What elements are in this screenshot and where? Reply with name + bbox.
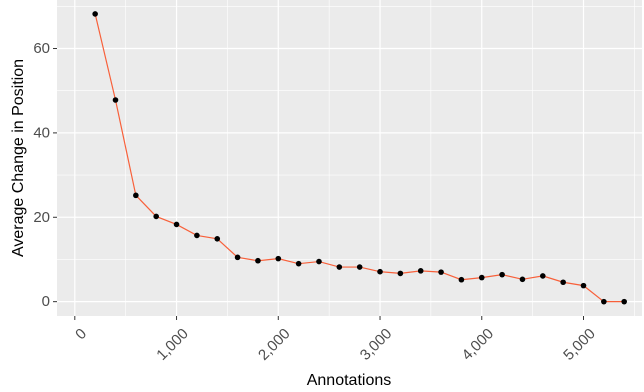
data-point (133, 192, 139, 199)
data-point (153, 213, 159, 220)
data-point (356, 264, 363, 270)
y-axis-title: Average Change in Position (10, 59, 27, 257)
data-point (92, 11, 98, 17)
data-point (295, 260, 302, 267)
data-point (173, 221, 180, 228)
x-tick-label: 5,000 (560, 325, 599, 364)
data-point (275, 255, 282, 262)
y-tick-label: 20 (33, 209, 50, 226)
x-tick-label: 1,000 (153, 325, 192, 364)
data-point (417, 268, 424, 274)
axis-ticks (53, 48, 584, 320)
data-point (458, 276, 465, 283)
x-tick-label: 4,000 (459, 325, 498, 364)
data-series (92, 11, 627, 305)
data-point (112, 97, 119, 103)
data-point (621, 298, 627, 305)
y-tick-label: 40 (33, 124, 50, 141)
x-axis-title: Annotations (307, 372, 392, 389)
data-point (255, 257, 261, 264)
data-point (601, 298, 607, 305)
data-point (438, 269, 444, 275)
x-tick-label: 2,000 (255, 325, 294, 364)
data-point (499, 271, 505, 278)
data-point (478, 274, 485, 281)
grid-lines (57, 0, 642, 316)
x-tick-label: 0 (72, 325, 90, 343)
y-tick-label: 0 (42, 293, 50, 310)
x-tick-label: 3,000 (357, 325, 396, 364)
data-point (540, 273, 546, 279)
data-point (234, 254, 241, 261)
data-point (377, 268, 383, 275)
data-point (214, 235, 221, 242)
data-point (397, 270, 404, 277)
data-point (316, 258, 322, 265)
data-point (560, 279, 566, 286)
data-point (519, 276, 526, 283)
data-point (580, 282, 587, 289)
y-tick-label: 60 (33, 40, 50, 57)
data-point (194, 232, 200, 239)
plot-panel (57, 0, 642, 316)
data-point (336, 264, 343, 270)
